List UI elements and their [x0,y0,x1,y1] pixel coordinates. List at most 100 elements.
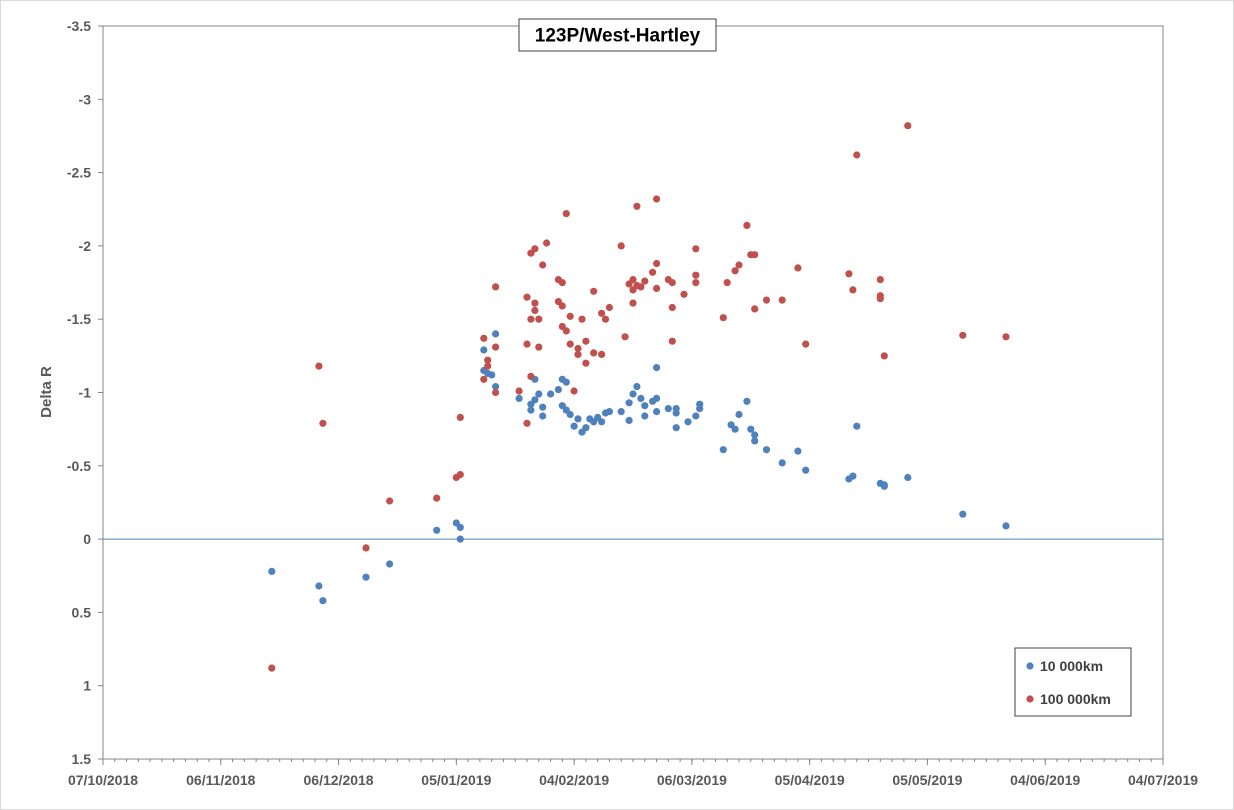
point-100000km [653,284,661,292]
x-tick-label: 05/01/2019 [421,772,491,788]
point-100000km [621,333,629,341]
point-100000km [853,151,861,159]
point-100000km [582,337,590,345]
point-100000km [535,343,543,351]
point-100000km [535,315,543,323]
point-10000km [574,415,582,423]
point-100000km [880,352,888,360]
point-100000km [527,372,535,380]
point-100000km [539,261,547,269]
point-100000km [570,387,578,395]
point-10000km [684,418,692,426]
point-100000km [566,312,574,320]
point-100000km [315,362,323,370]
point-10000km [433,526,441,534]
point-100000km [1002,333,1010,341]
point-100000km [562,327,570,335]
x-tick-label: 06/11/2018 [186,772,256,788]
x-tick-label: 06/12/2018 [304,772,374,788]
point-10000km [605,408,614,416]
point-100000km [751,305,759,313]
point-10000km [535,390,543,398]
point-10000km [539,403,547,411]
x-tick-label: 05/04/2019 [775,772,845,788]
point-100000km [649,268,657,276]
point-10000km [641,412,649,420]
point-100000km [566,340,574,348]
point-10000km [794,447,802,455]
point-10000km [268,567,276,576]
point-10000km [488,371,496,379]
y-tick-label: -0.5 [67,458,91,474]
y-axis-title: Delta R [38,366,55,418]
point-100000km [531,299,539,307]
point-10000km [751,437,759,445]
point-10000km [539,412,547,420]
point-10000km [456,535,464,543]
point-100000km [668,303,676,312]
point-10000km [731,425,739,433]
point-100000km [598,309,606,317]
point-100000km [802,340,810,348]
point-10000km [633,383,641,391]
point-100000km [653,195,661,203]
point-10000km [625,416,633,424]
legend: 10 000km 100 000km [1014,647,1132,717]
y-axis: -3.5 -3 -2.5 -2 -1.5 -1 -0.5 0 0.5 1 1.5 [67,18,103,767]
point-100000km [692,279,700,287]
point-10000km [664,405,672,413]
point-100000km [362,544,370,552]
chart-title: 123P/West-Hartley [535,26,701,47]
point-100000km [668,279,676,287]
point-100000km [492,388,500,397]
point-10000km [456,523,464,532]
y-tick-label: -1 [79,385,92,401]
point-100000km [794,264,802,272]
point-100000km [668,337,676,345]
point-10000km [527,406,535,414]
y-tick-label: 0.5 [72,604,92,620]
point-100000km [515,387,523,395]
y-tick-label: -1.5 [67,311,91,327]
point-100000km [543,239,551,247]
point-10000km [617,408,625,416]
legend-marker-10000km [1026,662,1034,670]
point-10000km [672,405,680,413]
point-10000km [653,394,661,402]
point-100000km [641,277,649,285]
x-tick-label: 05/05/2019 [892,772,962,788]
point-10000km [566,410,574,419]
point-100000km [723,279,731,287]
point-100000km [574,344,582,353]
point-10000km [315,582,323,590]
point-100000km [653,259,661,268]
point-10000km [959,510,967,518]
point-100000km [743,221,751,229]
point-100000km [778,296,786,304]
point-100000km [735,261,743,269]
y-tick-label: -2 [79,238,92,254]
point-100000km [849,286,857,294]
point-10000km [598,418,606,426]
point-10000km [641,402,649,410]
point-100000km [523,419,531,427]
point-10000km [492,330,500,338]
x-tick-label: 04/06/2019 [1010,772,1080,788]
x-tick-label: 04/07/2019 [1128,772,1198,788]
point-10000km [653,364,661,372]
chart-title-box: 123P/West-Hartley [518,18,717,52]
point-100000km [523,293,531,301]
point-10000km [880,481,888,489]
point-100000km [558,302,566,310]
point-10000km [743,397,751,405]
point-10000km [778,459,786,467]
legend-frame [1014,647,1132,717]
point-10000km [531,396,539,404]
y-tick-label: 1 [83,678,91,694]
point-100000km [319,419,327,427]
point-10000km [719,446,727,454]
point-100000km [523,340,531,348]
point-100000km [617,242,625,250]
point-100000km [680,290,688,298]
point-10000km [547,390,555,398]
